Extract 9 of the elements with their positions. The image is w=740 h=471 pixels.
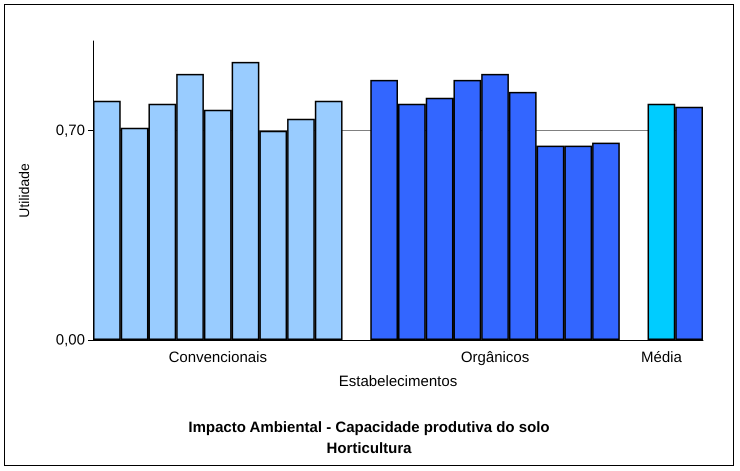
x-tick-label: Média	[640, 349, 682, 366]
text: Horticultura	[326, 440, 412, 457]
x-tick-label: Convencionais	[168, 349, 267, 366]
y-tick-label: 0,00	[56, 332, 85, 348]
y-axis-title: Utilidade	[16, 163, 32, 218]
x-axis-title: Estabelecimentos	[338, 373, 458, 390]
y-tick-label: 0,70	[56, 122, 85, 140]
x-tick-label: Orgânicos	[460, 349, 530, 366]
text: Impacto Ambiental - Capacidade produtiva do solo	[188, 419, 550, 436]
